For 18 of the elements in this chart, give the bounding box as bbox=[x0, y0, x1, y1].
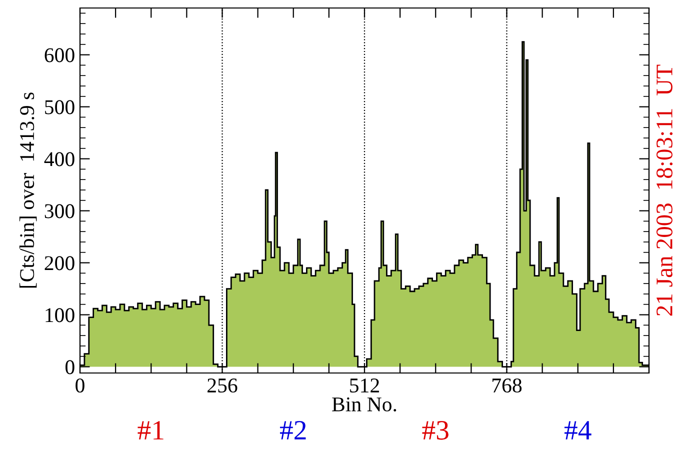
x-tick-label: 768 bbox=[492, 378, 522, 393]
y-tick-label: 0 bbox=[66, 360, 74, 374]
text: 21 Jan 2003 18:03:11 UT bbox=[656, 64, 673, 316]
x-tick-label: 256 bbox=[208, 378, 238, 393]
y-tick-label: 200 bbox=[44, 256, 74, 270]
text: #4 bbox=[564, 421, 592, 440]
x-axis-title: Bin No. bbox=[332, 397, 396, 412]
x-tick-label: 512 bbox=[350, 378, 379, 393]
y-tick-label: 100 bbox=[46, 308, 74, 322]
y-tick-label: 500 bbox=[45, 100, 74, 114]
y-tick-label: 300 bbox=[44, 204, 74, 218]
text: #2 bbox=[280, 421, 306, 440]
x-tick-label: 0 bbox=[76, 378, 84, 393]
y-tick-label: 400 bbox=[44, 152, 74, 166]
y-axis-title: [Cts/bin] over 1413.9 s bbox=[19, 92, 37, 288]
text: #1 bbox=[138, 421, 164, 440]
text: #3 bbox=[422, 421, 448, 440]
y-tick-label: 600 bbox=[44, 48, 74, 62]
